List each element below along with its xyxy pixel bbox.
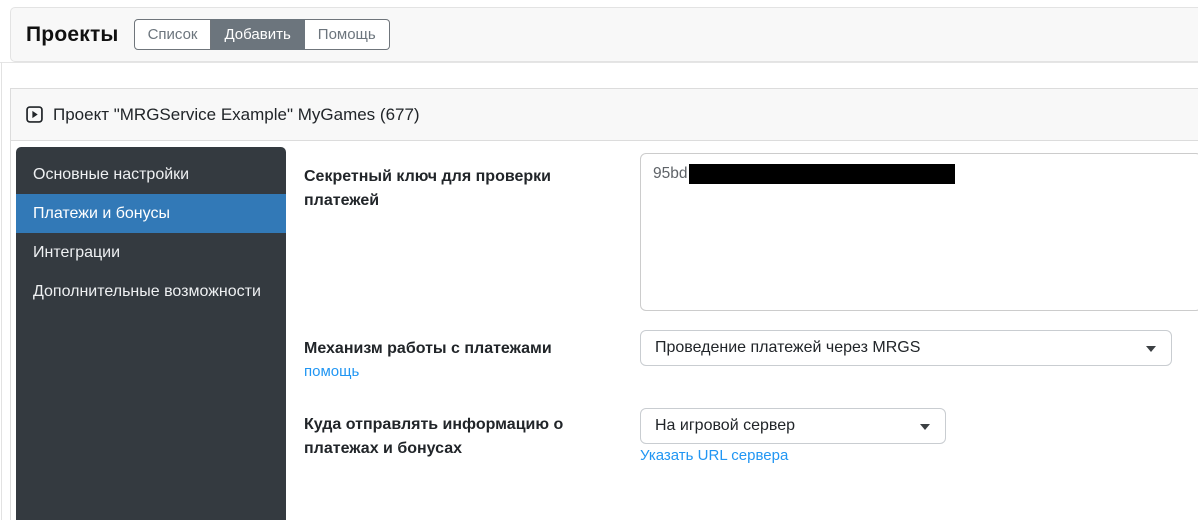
redaction-bar (689, 164, 956, 184)
list-button[interactable]: Список (133, 19, 212, 50)
settings-sidebar: Основные настройки Платежи и бонусы Инте… (16, 147, 286, 520)
project-title: Проект "MRGService Example" MyGames (677… (53, 104, 420, 124)
project-panel-body: Основные настройки Платежи и бонусы Инте… (11, 141, 1198, 520)
payment-mechanism-help-link[interactable]: помощь (304, 363, 360, 380)
sidebar-item-extra-features[interactable]: Дополнительные возможности (33, 283, 261, 300)
payment-info-target-select[interactable]: На игровой сервер (640, 408, 946, 444)
payment-mechanism-label: Механизм работы с платежами (304, 340, 552, 357)
topbar: Проекты Список Добавить Помощь (10, 7, 1198, 62)
sidebar-item-main-settings[interactable]: Основные настройки (33, 166, 190, 183)
content-left-border (1, 62, 2, 520)
add-button[interactable]: Добавить (211, 19, 305, 50)
secret-key-label: Секретный ключ для проверки платежей (304, 168, 551, 209)
secret-key-textarea[interactable]: 95bd (640, 153, 1198, 311)
sidebar-item-payments[interactable]: Платежи и бонусы (16, 194, 286, 233)
payment-mechanism-select[interactable]: Проведение платежей через MRGS (640, 330, 1172, 366)
project-panel-header: Проект "MRGService Example" MyGames (677… (11, 89, 1198, 141)
secret-key-visible-value: 95bd (653, 165, 688, 183)
payment-info-target-label: Куда отправлять информацию о платежах и … (304, 416, 564, 457)
chevron-down-icon (920, 424, 930, 430)
play-square-icon (26, 106, 43, 123)
help-button[interactable]: Помощь (304, 19, 390, 50)
payment-info-target-selected-value: На игровой сервер (655, 417, 795, 434)
page-title: Проекты (26, 22, 119, 46)
payment-mechanism-selected-value: Проведение платежей через MRGS (655, 339, 921, 356)
topbar-button-group: Список Добавить Помощь (133, 19, 390, 50)
sidebar-item-integrations[interactable]: Интеграции (33, 244, 121, 261)
project-panel: Проект "MRGService Example" MyGames (677… (10, 88, 1198, 520)
chevron-down-icon (1146, 346, 1156, 352)
topbar-divider (0, 62, 1198, 63)
set-server-url-link[interactable]: Указать URL сервера (640, 447, 789, 464)
